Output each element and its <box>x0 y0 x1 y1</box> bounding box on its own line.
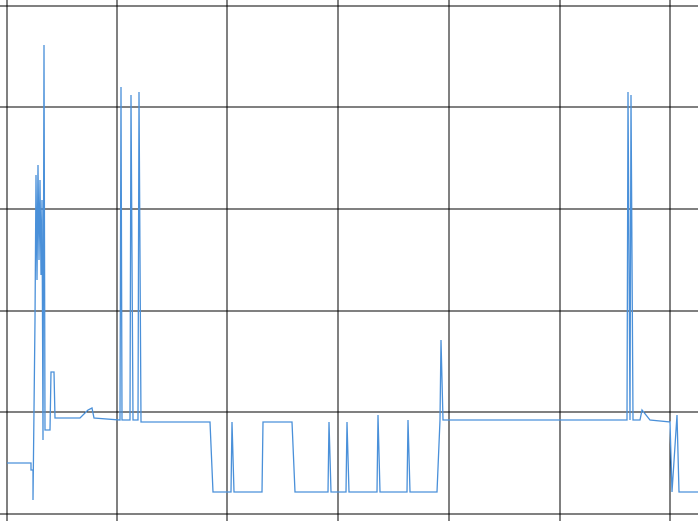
data-line <box>7 44 698 501</box>
